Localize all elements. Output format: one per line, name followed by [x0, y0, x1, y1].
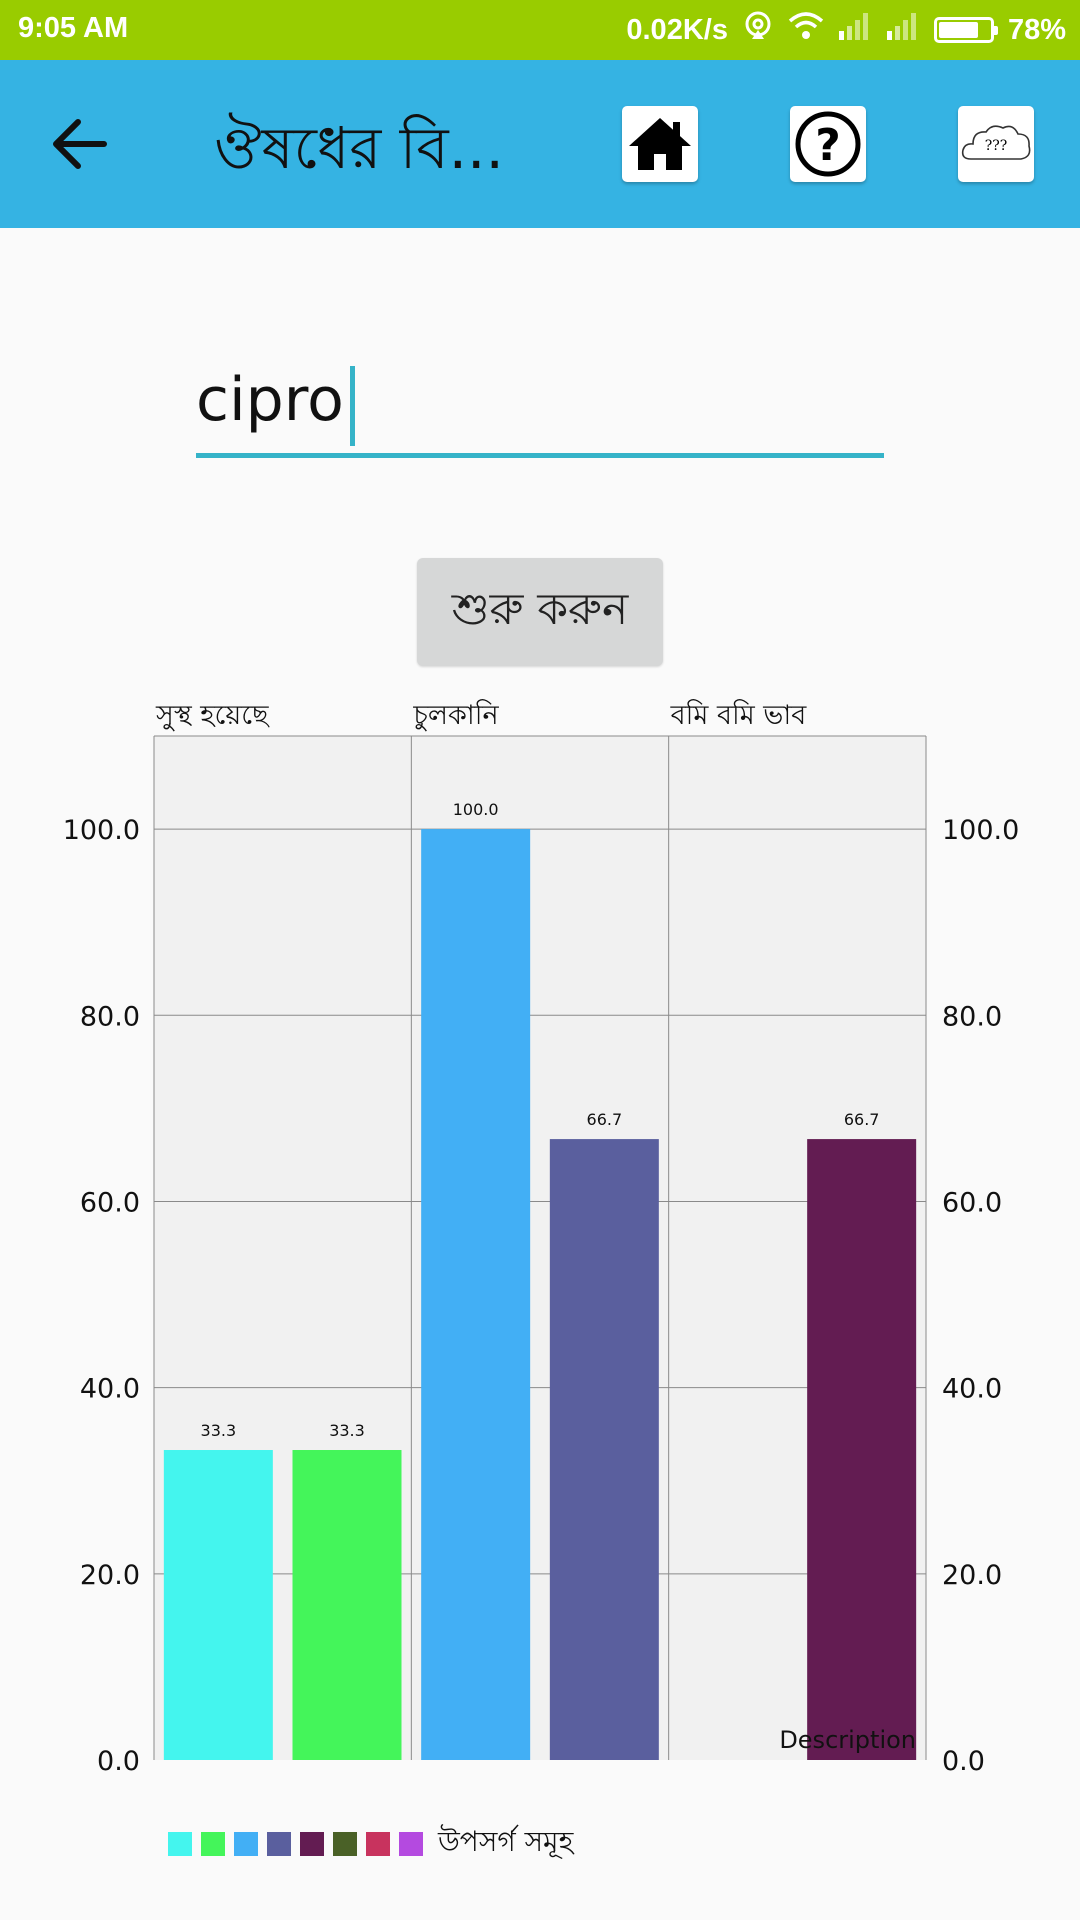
- medicine-search-input[interactable]: [196, 350, 884, 450]
- bar-value-label: 33.3: [329, 1421, 365, 1440]
- signal-icon-2: [886, 11, 920, 49]
- network-speed: 0.02K/s: [626, 13, 728, 46]
- legend-swatch: [168, 1831, 192, 1856]
- category-label: চুলকানি: [412, 699, 499, 731]
- back-button[interactable]: [48, 112, 118, 176]
- signal-icon-1: [838, 11, 872, 49]
- legend-swatch: [333, 1831, 357, 1856]
- bar: [163, 1450, 273, 1760]
- y-tick-label-left: 60.0: [80, 1187, 140, 1218]
- legend-swatch: [267, 1831, 291, 1856]
- chart-description: Description: [779, 1726, 916, 1754]
- y-tick-label-left: 20.0: [80, 1560, 140, 1591]
- bar-value-label: 33.3: [201, 1421, 237, 1440]
- y-tick-label-right: 80.0: [942, 1001, 1002, 1032]
- legend-swatch: [399, 1831, 423, 1856]
- bar-value-label: 100.0: [453, 800, 499, 819]
- cloud-icon: ???: [961, 125, 1031, 160]
- status-bar: 9:05 AM 0.02K/s 78%: [0, 0, 1080, 60]
- legend-swatch: [300, 1831, 324, 1856]
- bar: [549, 1139, 659, 1760]
- y-tick-label-right: 100.0: [942, 815, 1019, 846]
- search-field-wrapper: [196, 350, 884, 460]
- bar-value-label: 66.7: [844, 1110, 880, 1129]
- bar: [807, 1139, 917, 1760]
- hotspot-icon: [742, 10, 774, 50]
- app-bar: ঔষধের বি... ? ???: [0, 60, 1080, 228]
- legend-swatch: [234, 1831, 258, 1856]
- y-tick-label-left: 0.0: [97, 1746, 140, 1777]
- cloud-button[interactable]: ???: [958, 106, 1034, 182]
- page-title: ঔষধের বি...: [214, 114, 504, 182]
- y-tick-label-left: 100.0: [63, 815, 140, 846]
- home-icon: [629, 118, 691, 170]
- category-label: বমি বমি ভাব: [670, 699, 808, 731]
- question-circle-icon: ?: [795, 111, 861, 177]
- bar: [292, 1450, 402, 1760]
- search-underline: [196, 453, 884, 458]
- start-button[interactable]: শুরু করুন: [417, 558, 663, 666]
- y-tick-label-right: 40.0: [942, 1374, 1002, 1405]
- svg-text:???: ???: [985, 138, 1008, 154]
- category-label: সুস্থ হয়েছে: [155, 700, 270, 731]
- legend-label: উপসর্গ সমূহ: [438, 1825, 574, 1858]
- svg-text:?: ?: [815, 120, 841, 171]
- y-tick-label-right: 0.0: [942, 1746, 985, 1777]
- plot-area: [154, 736, 926, 1760]
- legend-swatch: [201, 1831, 225, 1856]
- bar-chart: 0.0 0.0 20.0 20.0 40.0 40.0 60.0 60.0 80.0 80.0 10…: [0, 680, 1080, 1920]
- y-tick-label-right: 60.0: [942, 1187, 1002, 1218]
- arrow-left-icon: [53, 119, 107, 169]
- y-tick-label-left: 40.0: [80, 1374, 140, 1405]
- y-tick-label-right: 20.0: [942, 1560, 1002, 1591]
- bar-value-label: 66.7: [587, 1110, 623, 1129]
- bar: [421, 829, 531, 1760]
- wifi-icon: [788, 11, 824, 49]
- chart-legend: উপসর্গ সমূহ: [168, 1820, 573, 1867]
- battery-percent: 78%: [1007, 13, 1066, 46]
- battery-icon: [933, 17, 998, 43]
- status-time: 9:05 AM: [18, 12, 129, 44]
- legend-swatch: [366, 1831, 390, 1856]
- help-button[interactable]: ?: [790, 106, 866, 182]
- chart-svg: 0.0 0.0 20.0 20.0 40.0 40.0 60.0 60.0 80.0 80.0 10…: [63, 699, 1020, 1777]
- y-tick-label-left: 80.0: [80, 1001, 140, 1032]
- home-button[interactable]: [622, 106, 698, 182]
- status-icons: 0.02K/s 78%: [626, 10, 1066, 50]
- text-cursor: [349, 366, 355, 446]
